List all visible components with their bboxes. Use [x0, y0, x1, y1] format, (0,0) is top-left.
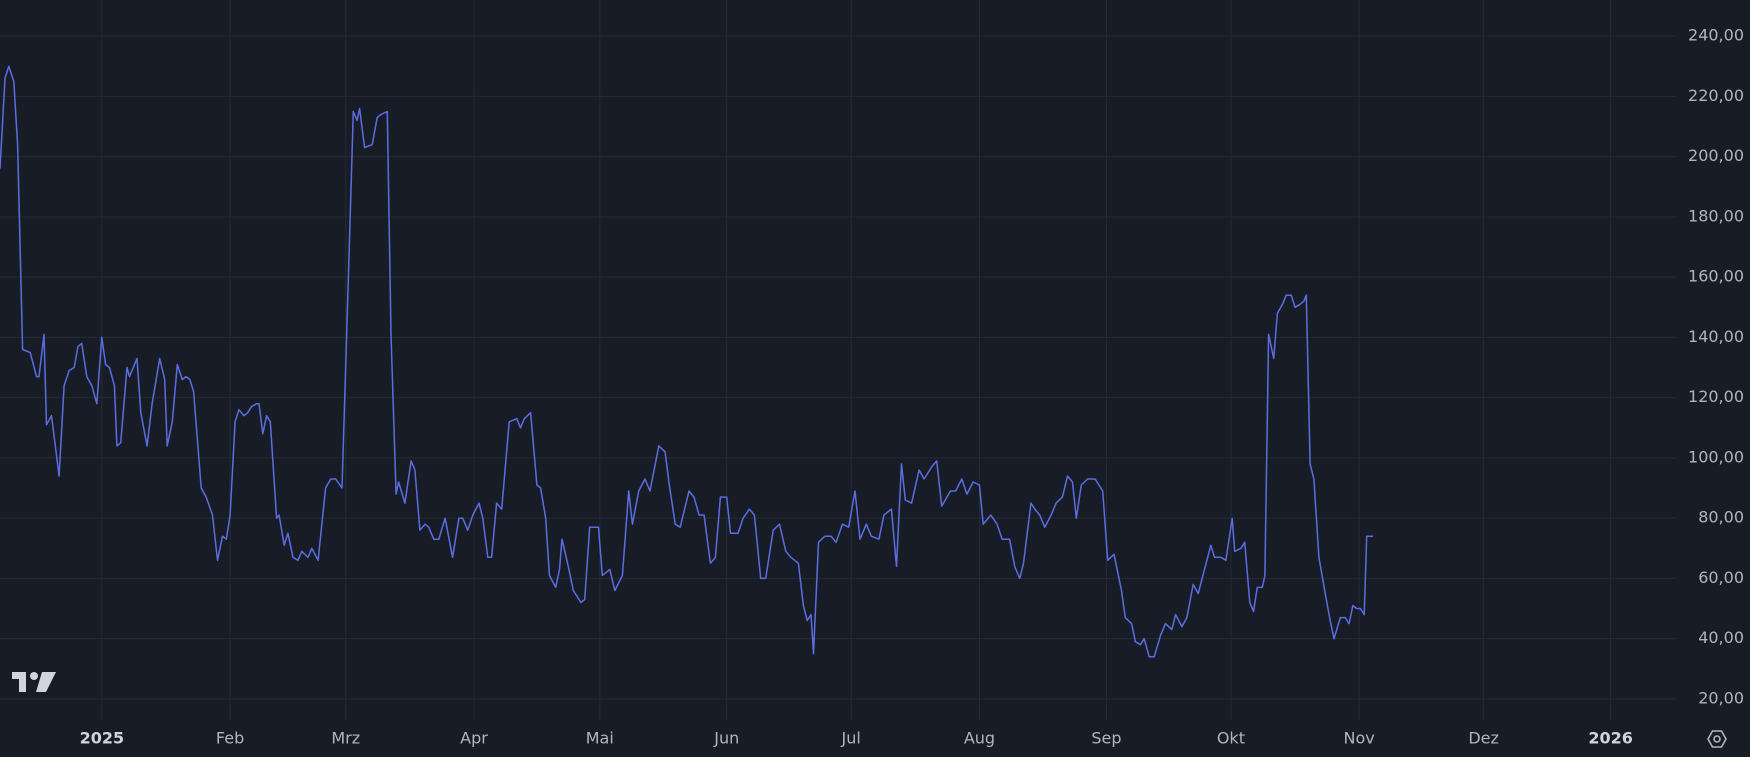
y-tick-label: 160,00 — [1688, 267, 1744, 286]
y-tick-label: 140,00 — [1688, 327, 1744, 346]
x-tick-label: 2025 — [80, 729, 125, 748]
x-tick-label: Feb — [216, 729, 244, 748]
x-tick-label: 2026 — [1588, 729, 1633, 748]
x-tick-label: Jun — [713, 729, 739, 748]
plot — [0, 65, 1373, 658]
y-tick-label: 40,00 — [1698, 628, 1744, 647]
y-tick-label: 120,00 — [1688, 387, 1744, 406]
settings-icon[interactable] — [1707, 730, 1727, 748]
x-tick-label: Mrz — [331, 729, 360, 748]
y-tick-label: 20,00 — [1698, 688, 1744, 707]
price-line — [0, 65, 1373, 658]
y-tick-label: 180,00 — [1688, 206, 1744, 225]
x-tick-label: Jul — [841, 729, 861, 748]
y-tick-label: 100,00 — [1688, 447, 1744, 466]
x-tick-label: Nov — [1344, 729, 1375, 748]
y-tick-label: 60,00 — [1698, 568, 1744, 587]
y-tick-label: 80,00 — [1698, 508, 1744, 527]
x-tick-label: Mai — [586, 729, 614, 748]
grid — [0, 0, 1676, 720]
x-tick-label: Sep — [1091, 729, 1121, 748]
y-tick-label: 220,00 — [1688, 86, 1744, 105]
y-tick-label: 240,00 — [1688, 26, 1744, 45]
axes: 20,00 40,00 60,00 80,00 100,00 120,00 140,00 16… — [80, 26, 1744, 748]
y-tick-label: 200,00 — [1688, 146, 1744, 165]
x-tick-label: Dez — [1468, 729, 1499, 748]
x-tick-label: Aug — [964, 729, 995, 748]
x-tick-label: Apr — [460, 729, 488, 748]
logo — [12, 672, 56, 692]
x-tick-label: Okt — [1217, 729, 1245, 748]
